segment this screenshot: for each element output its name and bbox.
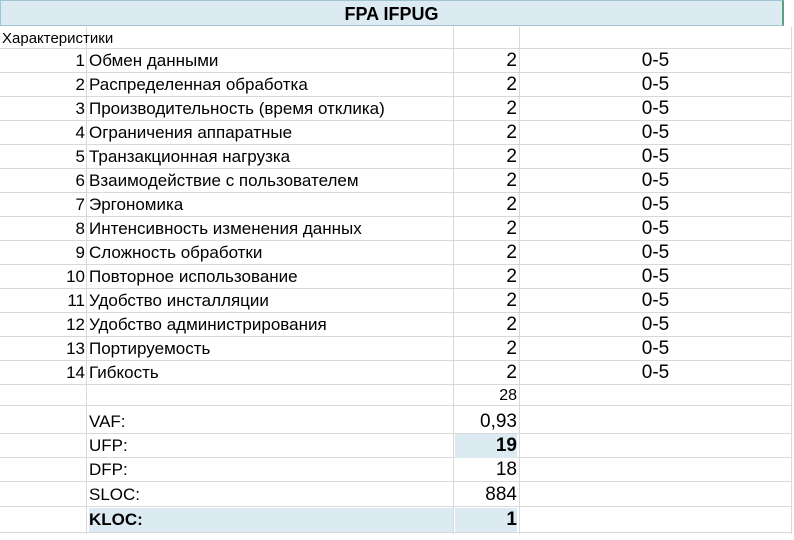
grid-line bbox=[0, 433, 792, 434]
characteristic-name[interactable]: Сложность обработки bbox=[89, 243, 263, 262]
characteristic-name[interactable]: Ограничения аппаратные bbox=[89, 123, 293, 142]
row-number[interactable]: 12 bbox=[66, 315, 85, 334]
row-number[interactable]: 11 bbox=[67, 291, 85, 310]
characteristic-value[interactable]: 2 bbox=[506, 314, 517, 335]
row-number[interactable]: 10 bbox=[66, 267, 85, 286]
characteristic-name[interactable]: Повторное использование bbox=[89, 267, 298, 286]
kloc-label[interactable]: KLOC: bbox=[89, 508, 453, 532]
characteristic-value[interactable]: 2 bbox=[506, 218, 517, 239]
characteristic-range[interactable]: 0-5 bbox=[641, 314, 670, 335]
grid-line bbox=[0, 506, 792, 507]
vaf-label[interactable]: VAF: bbox=[89, 412, 126, 431]
row-number[interactable]: 3 bbox=[75, 99, 85, 118]
characteristic-range[interactable]: 0-5 bbox=[641, 266, 670, 287]
characteristic-range[interactable]: 0-5 bbox=[641, 74, 670, 95]
characteristic-value[interactable]: 2 bbox=[506, 146, 517, 167]
grid-line bbox=[0, 72, 792, 73]
grid-line bbox=[0, 264, 792, 265]
characteristic-name[interactable]: Гибкость bbox=[89, 363, 159, 382]
grid-line bbox=[0, 216, 792, 217]
row-number[interactable]: 8 bbox=[75, 219, 85, 238]
sloc-value[interactable]: 884 bbox=[485, 484, 517, 505]
characteristic-value[interactable]: 2 bbox=[506, 242, 517, 263]
characteristic-value[interactable]: 2 bbox=[506, 170, 517, 191]
characteristics-caption[interactable]: Характеристики bbox=[2, 30, 114, 47]
kloc-value[interactable]: 1 bbox=[455, 508, 517, 532]
characteristic-range[interactable]: 0-5 bbox=[641, 146, 670, 167]
characteristic-value[interactable]: 2 bbox=[506, 122, 517, 143]
characteristic-range[interactable]: 0-5 bbox=[641, 170, 670, 191]
grid-line bbox=[519, 27, 520, 534]
characteristic-value[interactable]: 2 bbox=[506, 290, 517, 311]
characteristic-name[interactable]: Транзакционная нагрузка bbox=[89, 147, 291, 166]
grid-line bbox=[0, 532, 792, 533]
grid-line bbox=[0, 48, 792, 49]
row-number[interactable]: 14 bbox=[66, 363, 85, 382]
characteristic-range[interactable]: 0-5 bbox=[641, 98, 670, 119]
characteristic-value[interactable]: 2 bbox=[506, 194, 517, 215]
grid-line bbox=[0, 312, 792, 313]
grid-line bbox=[0, 405, 792, 406]
characteristic-range[interactable]: 0-5 bbox=[641, 290, 670, 311]
row-number[interactable]: 7 bbox=[75, 195, 85, 214]
grid-line bbox=[0, 336, 792, 337]
characteristic-range[interactable]: 0-5 bbox=[641, 338, 670, 359]
characteristic-name[interactable]: Взаимодействие с пользователем bbox=[89, 171, 359, 190]
ufp-label[interactable]: UFP: bbox=[89, 436, 128, 455]
grid-line bbox=[453, 27, 454, 534]
sloc-label[interactable]: SLOC: bbox=[89, 485, 141, 504]
grid-line bbox=[0, 288, 792, 289]
grid-line bbox=[0, 481, 792, 482]
characteristic-name[interactable]: Удобство инсталляции bbox=[89, 291, 269, 310]
dfp-value[interactable]: 18 bbox=[495, 459, 517, 480]
vaf-value[interactable]: 0,93 bbox=[480, 411, 517, 432]
characteristic-name[interactable]: Интенсивность изменения данных bbox=[89, 219, 362, 238]
row-number[interactable]: 2 bbox=[75, 75, 85, 94]
grid-line bbox=[86, 27, 87, 534]
characteristic-name[interactable]: Производительность (время отклика) bbox=[89, 99, 385, 118]
sheet-title[interactable]: FPA IFPUG bbox=[0, 0, 784, 26]
characteristic-value[interactable]: 2 bbox=[506, 98, 517, 119]
characteristic-value[interactable]: 2 bbox=[506, 74, 517, 95]
grid-line bbox=[0, 192, 792, 193]
grid-line bbox=[0, 457, 792, 458]
characteristic-range[interactable]: 0-5 bbox=[641, 194, 670, 215]
grid-line bbox=[0, 384, 792, 385]
row-number[interactable]: 9 bbox=[75, 243, 85, 262]
grid-line bbox=[0, 144, 792, 145]
grid-line bbox=[0, 360, 792, 361]
characteristic-range[interactable]: 0-5 bbox=[641, 122, 670, 143]
characteristic-name[interactable]: Эргономика bbox=[89, 195, 184, 214]
row-number[interactable]: 4 bbox=[75, 123, 85, 142]
ufp-value[interactable]: 19 bbox=[455, 434, 517, 458]
grid-line bbox=[0, 120, 792, 121]
grid-line bbox=[0, 168, 792, 169]
characteristic-value[interactable]: 2 bbox=[506, 266, 517, 287]
grid-line bbox=[0, 240, 792, 241]
dfp-label[interactable]: DFP: bbox=[89, 460, 128, 479]
characteristic-value[interactable]: 2 bbox=[506, 362, 517, 383]
row-number[interactable]: 13 bbox=[66, 339, 85, 358]
grid-line bbox=[791, 27, 792, 534]
characteristic-name[interactable]: Обмен данными bbox=[89, 51, 219, 70]
row-number[interactable]: 6 bbox=[75, 171, 85, 190]
characteristic-range[interactable]: 0-5 bbox=[641, 242, 670, 263]
characteristic-name[interactable]: Распределенная обработка bbox=[89, 75, 308, 94]
characteristic-value[interactable]: 2 bbox=[506, 338, 517, 359]
characteristic-range[interactable]: 0-5 bbox=[641, 50, 670, 71]
total-value[interactable]: 28 bbox=[499, 387, 517, 404]
grid-line bbox=[0, 96, 792, 97]
characteristic-name[interactable]: Удобство администрирования bbox=[89, 315, 327, 334]
row-number[interactable]: 1 bbox=[75, 51, 85, 70]
characteristic-range[interactable]: 0-5 bbox=[641, 362, 670, 383]
characteristic-value[interactable]: 2 bbox=[506, 50, 517, 71]
characteristic-range[interactable]: 0-5 bbox=[641, 218, 670, 239]
characteristic-name[interactable]: Портируемость bbox=[89, 339, 211, 358]
row-number[interactable]: 5 bbox=[75, 147, 85, 166]
